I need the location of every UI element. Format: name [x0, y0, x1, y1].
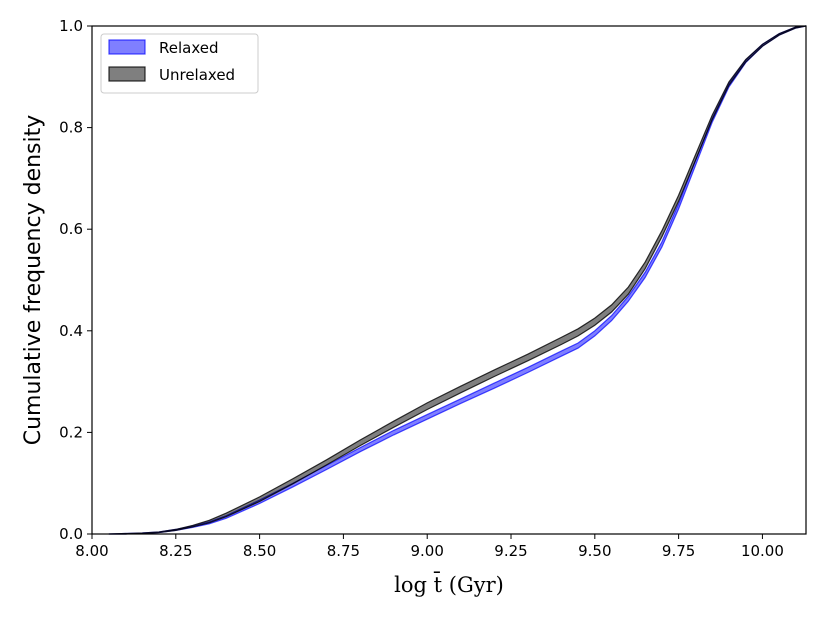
x-tick-label: 9.25 — [494, 542, 527, 560]
series-layer — [108, 25, 807, 535]
series-band-relaxed — [108, 25, 807, 535]
x-tick-label: 8.50 — [243, 542, 276, 560]
legend: Relaxed Unrelaxed — [100, 33, 259, 94]
series-band-unrelaxed — [108, 25, 807, 535]
y-tick-label: 0.6 — [59, 220, 83, 238]
x-axis-label: log t̄ (Gyr) — [394, 571, 504, 597]
legend-label-relaxed: Relaxed — [159, 39, 219, 57]
x-tick-label: 10.00 — [741, 542, 784, 560]
y-axis: 0.0 0.2 0.4 0.6 0.8 1.0 — [59, 17, 92, 543]
x-tick-label: 8.75 — [327, 542, 360, 560]
y-axis-label: Cumulative frequency density — [21, 115, 46, 446]
legend-swatch-unrelaxed — [108, 66, 146, 82]
legend-label-unrelaxed: Unrelaxed — [159, 66, 235, 84]
x-axis: 8.00 8.25 8.50 8.75 9.00 9.25 9.50 9.75 10.00 — [75, 534, 784, 560]
x-tick-label: 8.00 — [75, 542, 108, 560]
legend-swatch-relaxed — [108, 39, 146, 55]
y-tick-label: 0.2 — [59, 423, 83, 441]
x-tick-label: 9.00 — [411, 542, 444, 560]
y-tick-label: 0.4 — [59, 322, 83, 340]
x-tick-label: 9.50 — [578, 542, 611, 560]
x-tick-label: 9.75 — [662, 542, 695, 560]
y-tick-label: 1.0 — [59, 17, 83, 35]
y-tick-label: 0.8 — [59, 119, 83, 137]
plot-frame — [91, 25, 807, 535]
x-tick-label: 8.25 — [159, 542, 192, 560]
y-tick-label: 0.0 — [59, 525, 83, 543]
